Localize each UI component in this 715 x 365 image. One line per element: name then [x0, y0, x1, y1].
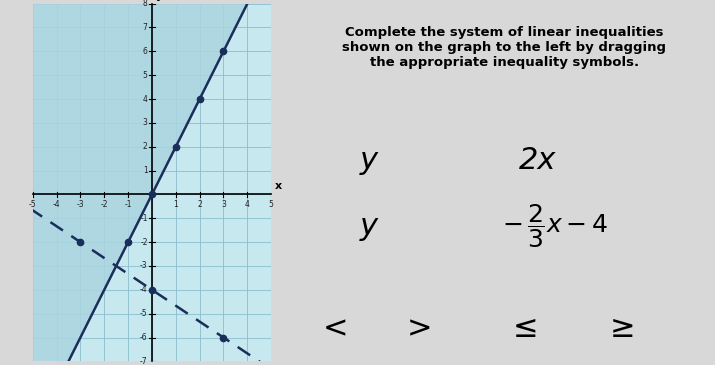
Text: -6: -6 [140, 333, 147, 342]
Text: 7: 7 [143, 23, 147, 32]
Text: $-\,\dfrac{2}{3}x-4$: $-\,\dfrac{2}{3}x-4$ [502, 203, 608, 250]
Text: 1: 1 [174, 200, 178, 210]
Text: -1: -1 [140, 214, 147, 223]
Text: 4: 4 [245, 200, 250, 210]
Text: -3: -3 [77, 200, 84, 210]
Text: -5: -5 [140, 309, 147, 318]
Text: 5: 5 [269, 200, 274, 210]
Text: x: x [275, 181, 282, 191]
Text: 5: 5 [143, 71, 147, 80]
Text: -5: -5 [29, 200, 36, 210]
Text: -2: -2 [140, 238, 147, 247]
Text: 1: 1 [143, 166, 147, 175]
Text: -1: -1 [124, 200, 132, 210]
Text: 2: 2 [143, 142, 147, 151]
Text: -7: -7 [140, 357, 147, 365]
Text: ≥: ≥ [609, 314, 635, 343]
Text: -4: -4 [140, 285, 147, 294]
Text: -2: -2 [101, 200, 108, 210]
Text: Complete the system of linear inequalities
shown on the graph to the left by dra: Complete the system of linear inequaliti… [342, 26, 666, 69]
Text: 4: 4 [143, 95, 147, 104]
Text: y: y [156, 0, 163, 1]
Text: 3: 3 [221, 200, 226, 210]
Text: <: < [322, 314, 348, 343]
Text: 6: 6 [143, 47, 147, 56]
Text: -4: -4 [53, 200, 60, 210]
Text: y: y [360, 212, 378, 241]
Text: y: y [360, 146, 378, 175]
Text: 2: 2 [197, 200, 202, 210]
Text: >: > [407, 314, 433, 343]
Text: 2x: 2x [519, 146, 556, 175]
Text: 3: 3 [143, 118, 147, 127]
Text: -3: -3 [140, 261, 147, 270]
Text: 8: 8 [143, 0, 147, 8]
Text: ≤: ≤ [513, 314, 538, 343]
